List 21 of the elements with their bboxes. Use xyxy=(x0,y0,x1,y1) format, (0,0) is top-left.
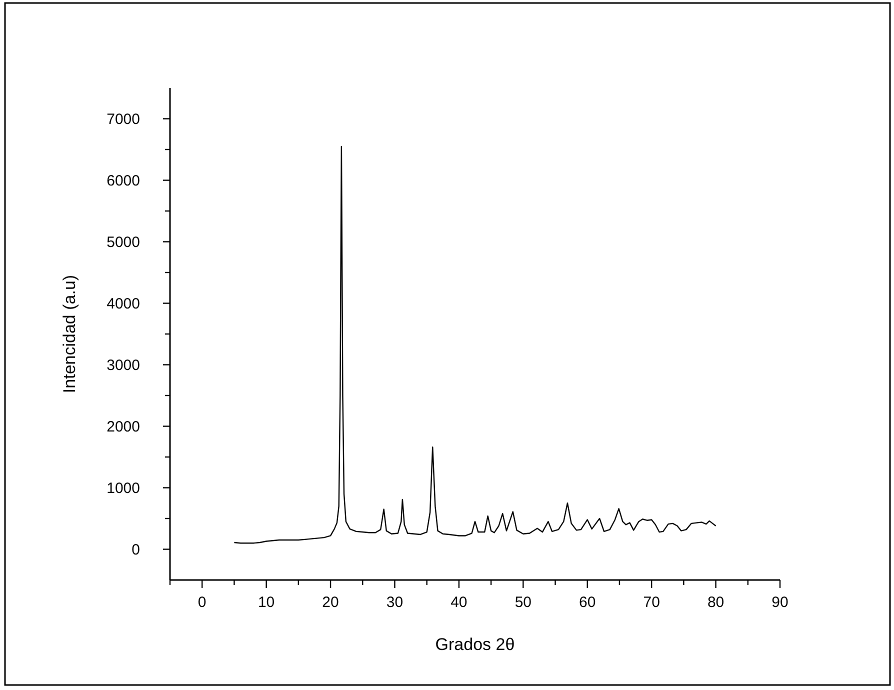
x-tick-label: 60 xyxy=(579,594,596,611)
x-tick-label: 30 xyxy=(386,594,404,611)
x-tick-label: 90 xyxy=(772,594,788,611)
y-tick-label: 5000 xyxy=(106,234,140,251)
y-tick-label: 0 xyxy=(132,541,140,558)
y-tick-label: 3000 xyxy=(106,356,140,374)
x-tick-label: 80 xyxy=(707,594,724,611)
x-tick-label: 40 xyxy=(450,594,468,611)
y-tick-label: 6000 xyxy=(106,172,140,190)
y-axis-title: Intencidad (a.u) xyxy=(60,274,79,394)
y-tick-label: 7000 xyxy=(106,110,140,128)
y-tick-label: 1000 xyxy=(106,480,140,497)
y-tick-label: 4000 xyxy=(106,295,140,312)
x-tick-label: 50 xyxy=(514,594,532,611)
x-tick-label: 70 xyxy=(643,594,660,611)
y-tick-label: 2000 xyxy=(106,418,140,436)
x-tick-label: 10 xyxy=(258,594,275,611)
line-series xyxy=(234,146,716,544)
x-axis-title: Grados 2θ xyxy=(435,635,515,654)
x-tick-label: 0 xyxy=(198,594,206,611)
x-tick-label: 20 xyxy=(322,594,339,611)
